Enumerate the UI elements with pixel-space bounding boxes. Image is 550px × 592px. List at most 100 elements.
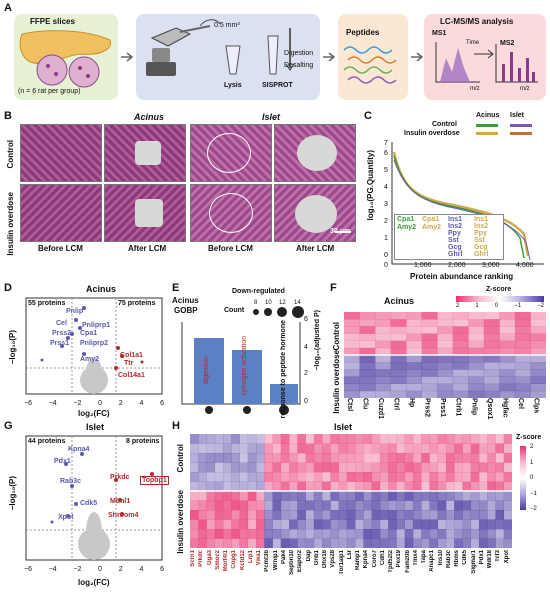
heatmap-cell bbox=[359, 333, 376, 341]
heatmap-cell bbox=[445, 453, 455, 463]
heatmap-cell bbox=[214, 491, 224, 501]
g-label-cdk5: Cdk5 bbox=[80, 500, 98, 507]
gene-label: Wrnip1 bbox=[272, 550, 279, 571]
c-box-col4-item: Gcg bbox=[474, 244, 488, 251]
heatmap-cell bbox=[379, 519, 389, 530]
heatmap-cell bbox=[483, 326, 500, 334]
g-label-prkdc: Prkdc bbox=[110, 474, 130, 481]
heatmap-cell bbox=[289, 462, 298, 473]
heatmap-cell bbox=[223, 453, 232, 463]
heatmap-cell bbox=[214, 481, 224, 492]
gene-label: Ctsl bbox=[346, 398, 353, 412]
d-label-col1a1: Col1a1 bbox=[120, 352, 143, 359]
heatmap-cell bbox=[272, 462, 282, 473]
heatmap-cell bbox=[375, 362, 391, 370]
heatmap-cell bbox=[322, 462, 331, 473]
heatmap-cell bbox=[231, 462, 240, 473]
heatmap-cell bbox=[478, 538, 488, 548]
heatmap-cell bbox=[530, 326, 546, 334]
heatmap-cell bbox=[198, 462, 207, 473]
ms2-x-label: m/z bbox=[520, 86, 530, 92]
heatmap-cell bbox=[289, 472, 298, 482]
heatmap-cell bbox=[289, 453, 298, 463]
c-ytick-7: 7 bbox=[384, 140, 388, 147]
heatmap-cell bbox=[437, 510, 447, 520]
heatmap-cell bbox=[437, 538, 447, 548]
heatmap-cell bbox=[346, 453, 356, 463]
heatmap-cell bbox=[379, 443, 389, 454]
heatmap-cell bbox=[437, 355, 454, 363]
heatmap-cell bbox=[214, 538, 224, 548]
heatmap-cell bbox=[305, 472, 315, 482]
heatmap-cell bbox=[363, 529, 372, 539]
heatmap-cell bbox=[437, 453, 447, 463]
before-lcm-2: Before LCM bbox=[208, 244, 253, 253]
d-title: Acinus bbox=[86, 284, 117, 294]
heatmap-cell bbox=[322, 453, 331, 463]
heatmap-cell bbox=[487, 472, 496, 482]
heatmap-cell bbox=[247, 443, 257, 454]
heatmap-cell bbox=[223, 434, 232, 444]
heatmap-cell bbox=[452, 333, 469, 341]
c-box-col4-item: Ppy bbox=[474, 230, 487, 237]
d-label-prss1: Prss1 bbox=[50, 340, 70, 347]
c-box-col4-item: Ins2 bbox=[474, 223, 489, 230]
heatmap-cell bbox=[330, 510, 339, 520]
heatmap-cell bbox=[223, 500, 232, 511]
e-ylabel: −log₁₀(adjusted P) bbox=[314, 310, 321, 371]
heatmap-cell bbox=[330, 529, 339, 539]
h-heatmap bbox=[190, 434, 512, 548]
heatmap-cell bbox=[470, 538, 480, 548]
gene-label: Septin10 bbox=[289, 550, 295, 576]
heatmap-cell bbox=[198, 443, 207, 454]
heatmap-cell bbox=[330, 434, 339, 444]
gene-label: Cdh1 bbox=[379, 550, 386, 565]
heatmap-cell bbox=[514, 369, 531, 377]
heatmap-cell bbox=[206, 443, 216, 454]
gene-label: Xpot bbox=[503, 550, 510, 564]
heatmap-cell bbox=[421, 491, 430, 501]
heatmap-cell bbox=[190, 434, 199, 444]
heatmap-cell bbox=[454, 510, 463, 520]
heatmap-cell bbox=[412, 519, 422, 530]
heatmap-cell bbox=[421, 362, 438, 370]
heatmap-cell bbox=[530, 383, 546, 392]
gene-label: Pcmt3b bbox=[264, 550, 271, 572]
heatmap-cell bbox=[346, 538, 356, 548]
heatmap-cell bbox=[344, 355, 360, 363]
heatmap-cell bbox=[429, 491, 438, 501]
heatmap-cell bbox=[190, 500, 199, 511]
heatmap-cell bbox=[468, 319, 485, 327]
d-label-prss2: Prss2 bbox=[52, 330, 72, 337]
heatmap-cell bbox=[305, 538, 315, 548]
heatmap-cell bbox=[445, 491, 455, 501]
heatmap-cell bbox=[396, 491, 405, 501]
e-ytick-0: 0 bbox=[304, 398, 308, 405]
micrograph-insulin-after-islet bbox=[274, 184, 356, 242]
heatmap-cell bbox=[231, 472, 240, 482]
heatmap-cell bbox=[396, 510, 405, 520]
heatmap-cell bbox=[530, 376, 546, 384]
heatmap-cell bbox=[264, 462, 273, 473]
g-label-rab3c: Rab3c bbox=[60, 478, 82, 485]
heatmap-cell bbox=[375, 326, 391, 334]
heatmap-cell bbox=[289, 519, 298, 530]
heatmap-cell bbox=[375, 340, 391, 349]
heatmap-cell bbox=[190, 472, 199, 482]
heatmap-cell bbox=[280, 519, 290, 530]
gene-label: Ins10 bbox=[437, 550, 444, 566]
gene-label: Ctrl bbox=[392, 398, 400, 411]
lcm-illustration bbox=[146, 19, 295, 76]
heatmap-cell bbox=[452, 355, 469, 363]
panel-label-h: H bbox=[172, 420, 180, 432]
heatmap-cell bbox=[346, 472, 356, 482]
heatmap-cell bbox=[338, 453, 348, 463]
gene-label: Smoc2 bbox=[214, 550, 221, 570]
heatmap-cell bbox=[280, 453, 290, 463]
heatmap-cell bbox=[406, 340, 422, 349]
c-ytick-6: 6 bbox=[384, 150, 388, 157]
h-zscore-tick: 1 bbox=[530, 459, 534, 466]
heatmap-cell bbox=[264, 453, 273, 463]
heatmap-cell bbox=[388, 519, 397, 530]
heatmap-cell bbox=[478, 500, 488, 511]
